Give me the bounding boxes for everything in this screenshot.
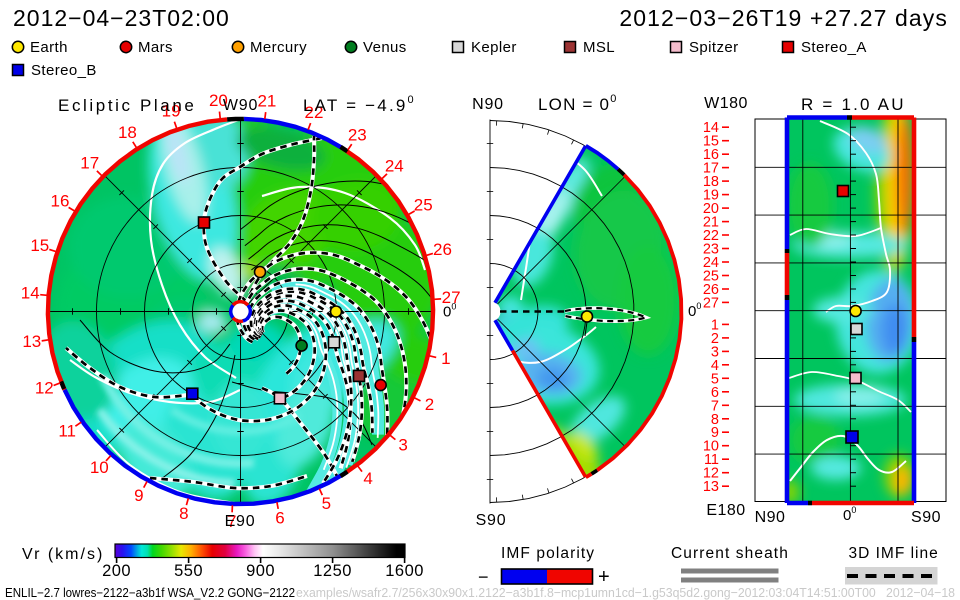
svg-text:9: 9 [134, 486, 143, 505]
svg-text:6: 6 [275, 508, 284, 527]
svg-text:11: 11 [704, 452, 719, 468]
svg-text:10: 10 [703, 439, 719, 455]
svg-text:1: 1 [711, 317, 719, 333]
svg-text:2012−04−23T02:00: 2012−04−23T02:00 [13, 5, 230, 31]
svg-text:27: 27 [442, 288, 461, 307]
svg-text:18: 18 [703, 174, 719, 190]
svg-text:16: 16 [703, 147, 719, 163]
svg-text:N90: N90 [755, 509, 786, 526]
svg-text:19: 19 [703, 188, 719, 204]
svg-text:3: 3 [711, 344, 719, 360]
svg-text:+: + [598, 566, 610, 588]
svg-text:23: 23 [348, 125, 367, 144]
svg-text:−: − [478, 567, 489, 587]
svg-text:550: 550 [174, 562, 203, 580]
svg-text:19: 19 [162, 102, 181, 121]
svg-text:22: 22 [305, 103, 324, 122]
svg-text:Current sheath: Current sheath [671, 545, 789, 562]
svg-text:12: 12 [35, 379, 54, 398]
svg-text:W90: W90 [223, 97, 258, 114]
svg-text:21: 21 [257, 92, 276, 111]
svg-text:6: 6 [711, 385, 719, 401]
svg-text:8: 8 [711, 412, 719, 428]
svg-text:14: 14 [21, 283, 40, 302]
svg-text:E90: E90 [225, 513, 256, 530]
svg-text:20: 20 [209, 91, 228, 110]
svg-text:13: 13 [703, 479, 719, 495]
svg-text:Kepler: Kepler [471, 39, 517, 56]
svg-text:22: 22 [703, 228, 719, 244]
svg-text:R = 1.0 AU: R = 1.0 AU [801, 95, 906, 114]
svg-text:1600: 1600 [385, 562, 424, 580]
svg-text:1250: 1250 [313, 562, 352, 580]
svg-text:25: 25 [703, 269, 719, 285]
svg-text:Mercury: Mercury [250, 39, 307, 56]
svg-text:LON = 00: LON = 00 [538, 93, 618, 114]
svg-text:20: 20 [703, 201, 719, 217]
svg-text:12: 12 [703, 466, 719, 482]
svg-text:9: 9 [711, 425, 719, 441]
svg-text:2: 2 [425, 395, 434, 414]
svg-text:4: 4 [711, 358, 719, 374]
svg-text:3: 3 [398, 436, 407, 455]
svg-text:MSL: MSL [583, 39, 615, 56]
svg-text:IMF polarity: IMF polarity [501, 545, 595, 562]
svg-text:N90: N90 [472, 96, 504, 113]
svg-text:25: 25 [414, 196, 433, 215]
svg-text:17: 17 [80, 153, 99, 172]
svg-text:8: 8 [179, 504, 188, 523]
svg-text:5: 5 [322, 494, 331, 513]
svg-text:26: 26 [703, 282, 719, 298]
svg-text:24: 24 [385, 157, 404, 176]
svg-text:13: 13 [22, 332, 41, 351]
svg-text:7: 7 [711, 398, 719, 414]
svg-text:900: 900 [246, 562, 275, 580]
svg-text:S90: S90 [476, 512, 507, 529]
svg-text:16: 16 [51, 192, 70, 211]
svg-text:2: 2 [711, 331, 719, 347]
svg-text:26: 26 [433, 240, 452, 259]
svg-text:Spitzer: Spitzer [689, 39, 739, 56]
svg-text:Venus: Venus [363, 39, 407, 56]
svg-text:17: 17 [703, 161, 719, 177]
svg-text:S90: S90 [911, 509, 941, 526]
svg-text:4: 4 [363, 469, 372, 488]
svg-text:2012−03−26T19 +27.27 days: 2012−03−26T19 +27.27 days [619, 5, 948, 31]
svg-text:3D IMF line: 3D IMF line [849, 545, 939, 562]
svg-text:27: 27 [703, 295, 719, 311]
svg-text:15: 15 [30, 236, 49, 255]
svg-text:Stereo_B: Stereo_B [31, 62, 97, 79]
svg-text:21: 21 [703, 215, 719, 231]
svg-text:23: 23 [703, 242, 719, 258]
svg-text:Stereo_A: Stereo_A [801, 39, 867, 56]
svg-text:15: 15 [703, 134, 719, 150]
svg-text:ENLIL−2.7 lowres−2122−a3b1f WS: ENLIL−2.7 lowres−2122−a3b1f WSA_V2.2 GON… [5, 586, 295, 600]
svg-text:24: 24 [703, 255, 719, 271]
svg-text:14: 14 [703, 120, 719, 136]
svg-text:Ecliptic Plane: Ecliptic Plane [58, 96, 196, 115]
svg-text:200: 200 [102, 562, 131, 580]
svg-text:LAT = −4.90: LAT = −4.90 [303, 94, 416, 115]
svg-text:7: 7 [227, 512, 236, 531]
svg-text:5: 5 [711, 371, 719, 387]
svg-text:W180: W180 [704, 95, 748, 112]
svg-text:18: 18 [118, 123, 137, 142]
svg-text:1: 1 [441, 349, 450, 368]
svg-text:E180: E180 [706, 502, 745, 519]
svg-text:Mars: Mars [138, 39, 173, 56]
svg-text:11: 11 [58, 421, 76, 440]
svg-text:examples/wsafr2.7/256x30x90x1.: examples/wsafr2.7/256x30x90x1.2122−a3b1f… [296, 585, 955, 600]
svg-text:Earth: Earth [30, 39, 68, 56]
svg-text:Vr (km/s): Vr (km/s) [22, 546, 104, 563]
svg-text:10: 10 [90, 458, 109, 477]
